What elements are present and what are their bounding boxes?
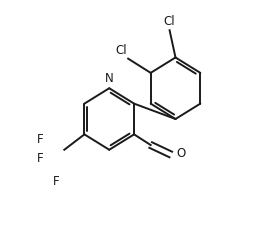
Text: Cl: Cl [115,45,127,58]
Text: O: O [176,147,185,160]
Text: F: F [36,152,43,164]
Text: Cl: Cl [164,15,176,28]
Text: F: F [36,133,43,146]
Text: F: F [53,175,59,188]
Text: N: N [105,72,114,85]
